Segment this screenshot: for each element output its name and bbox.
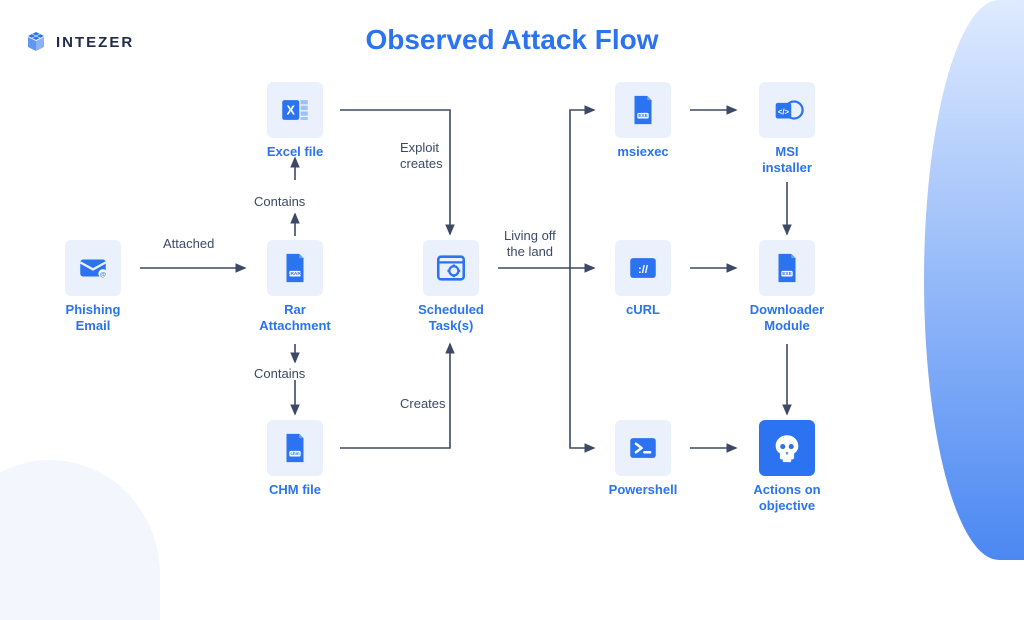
svg-text:X: X [286, 102, 295, 117]
node-label: ScheduledTask(s) [418, 302, 484, 335]
node-actions-on-objective: Actions onobjective [742, 420, 832, 515]
node-rar-attachment: .RAR RarAttachment [250, 240, 340, 335]
edge-label-creates: Creates [400, 396, 446, 412]
svg-text:chm: chm [290, 451, 299, 456]
node-label: PhishingEmail [66, 302, 121, 335]
edge-label-exploit-creates: Exploitcreates [400, 140, 443, 171]
svg-text:@: @ [100, 272, 106, 279]
node-label: DownloaderModule [750, 302, 824, 335]
node-label: cURL [626, 302, 660, 318]
node-label: Excel file [267, 144, 323, 160]
node-excel-file: X Excel file [250, 82, 340, 160]
node-label: CHM file [269, 482, 321, 498]
node-label: msiexec [617, 144, 668, 160]
svg-text:EXE: EXE [638, 113, 648, 119]
node-chm-file: chm CHM file [250, 420, 340, 498]
excel-icon: X [267, 82, 323, 138]
node-msi-installer: </> MSIinstaller [742, 82, 832, 177]
file-rar-icon: .RAR [267, 240, 323, 296]
edge-label-attached: Attached [163, 236, 214, 252]
svg-text:.RAR: .RAR [289, 271, 301, 277]
package-icon: </> [759, 82, 815, 138]
node-label: Actions onobjective [753, 482, 820, 515]
edge-label-contains-chm: Contains [254, 366, 305, 382]
mail-icon: @ [65, 240, 121, 296]
diagram-canvas: @ PhishingEmail .RAR RarAttachment X Exc… [0, 0, 1024, 560]
file-exe-icon: EXE [615, 82, 671, 138]
node-msiexec: EXE msiexec [598, 82, 688, 160]
curl-icon: :// [615, 240, 671, 296]
file-exe-icon: EXE [759, 240, 815, 296]
node-downloader-module: EXE DownloaderModule [742, 240, 832, 335]
gear-window-icon [423, 240, 479, 296]
node-label: RarAttachment [259, 302, 331, 335]
node-label: Powershell [609, 482, 678, 498]
page-title: Observed Attack Flow [0, 24, 1024, 56]
node-curl: :// cURL [598, 240, 688, 318]
terminal-icon [615, 420, 671, 476]
edge-label-contains-excel: Contains [254, 194, 305, 210]
svg-text:EXE: EXE [782, 271, 792, 277]
node-powershell: Powershell [598, 420, 688, 498]
node-scheduled-tasks: ScheduledTask(s) [406, 240, 496, 335]
svg-text:://: :// [638, 264, 649, 276]
node-label: MSIinstaller [762, 144, 812, 177]
file-chm-icon: chm [267, 420, 323, 476]
svg-text:</>: </> [778, 107, 790, 116]
skull-icon [759, 420, 815, 476]
node-phishing-email: @ PhishingEmail [48, 240, 138, 335]
edge-label-lotl: Living offthe land [504, 228, 556, 259]
